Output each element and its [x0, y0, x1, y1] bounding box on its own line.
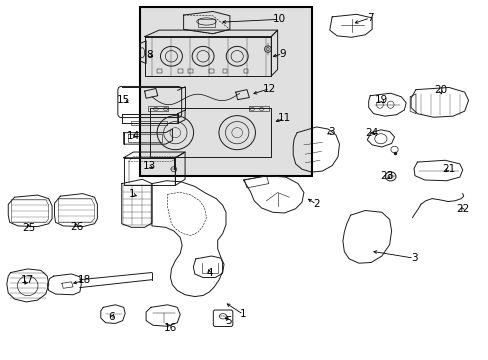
Text: 23: 23	[379, 171, 392, 181]
Text: 8: 8	[146, 50, 153, 60]
Text: 22: 22	[455, 204, 468, 215]
Bar	[131, 121, 166, 125]
Text: 5: 5	[225, 316, 232, 325]
Text: 6: 6	[108, 312, 115, 322]
Text: 1: 1	[129, 189, 136, 199]
Text: 26: 26	[70, 222, 83, 232]
Text: 3: 3	[327, 127, 334, 136]
Text: 3: 3	[410, 253, 416, 263]
Text: 14: 14	[126, 131, 140, 141]
Text: 10: 10	[272, 14, 285, 24]
Bar	[140, 7, 311, 176]
Text: 2: 2	[313, 199, 319, 210]
Text: 17: 17	[21, 275, 34, 285]
Bar	[178, 69, 182, 73]
Bar	[249, 107, 268, 111]
Text: 18: 18	[78, 275, 91, 285]
Bar	[148, 107, 167, 111]
Bar	[188, 69, 193, 73]
Text: 13: 13	[142, 161, 156, 171]
Text: 16: 16	[163, 323, 177, 333]
Text: 24: 24	[365, 128, 378, 138]
Text: 19: 19	[374, 95, 387, 105]
Text: 15: 15	[117, 95, 130, 105]
Bar	[209, 69, 214, 73]
Text: 25: 25	[22, 224, 36, 233]
Text: 20: 20	[433, 85, 446, 95]
Bar	[157, 69, 162, 73]
Text: 11: 11	[277, 113, 290, 123]
Bar	[243, 69, 248, 73]
Text: 12: 12	[263, 84, 276, 94]
Text: 4: 4	[206, 268, 212, 278]
Bar	[222, 69, 227, 73]
Text: 9: 9	[279, 49, 285, 59]
Text: 1: 1	[240, 310, 246, 319]
Text: 7: 7	[366, 13, 373, 23]
Text: 21: 21	[442, 163, 455, 174]
